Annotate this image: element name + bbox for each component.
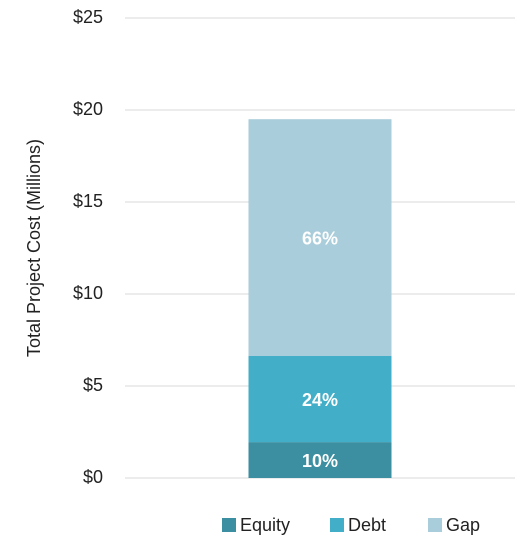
legend-swatch xyxy=(428,518,442,532)
value-label: 66% xyxy=(302,228,338,248)
bar-segment xyxy=(248,119,392,357)
y-axis-label: Total Project Cost (Millions) xyxy=(24,139,44,357)
legend-label: Gap xyxy=(446,515,480,535)
y-tick-label: $25 xyxy=(73,7,103,27)
y-tick-label: $20 xyxy=(73,99,103,119)
legend-swatch xyxy=(330,518,344,532)
y-tick-label: $15 xyxy=(73,191,103,211)
y-tick-label: $0 xyxy=(83,467,103,487)
bar-segment xyxy=(248,356,392,443)
y-tick-label: $5 xyxy=(83,375,103,395)
value-label: 10% xyxy=(302,451,338,471)
y-tick-label: $10 xyxy=(73,283,103,303)
legend-swatch xyxy=(222,518,236,532)
value-label: 24% xyxy=(302,390,338,410)
legend-label: Debt xyxy=(348,515,386,535)
legend-label: Equity xyxy=(240,515,290,535)
bar-segment xyxy=(248,442,392,478)
